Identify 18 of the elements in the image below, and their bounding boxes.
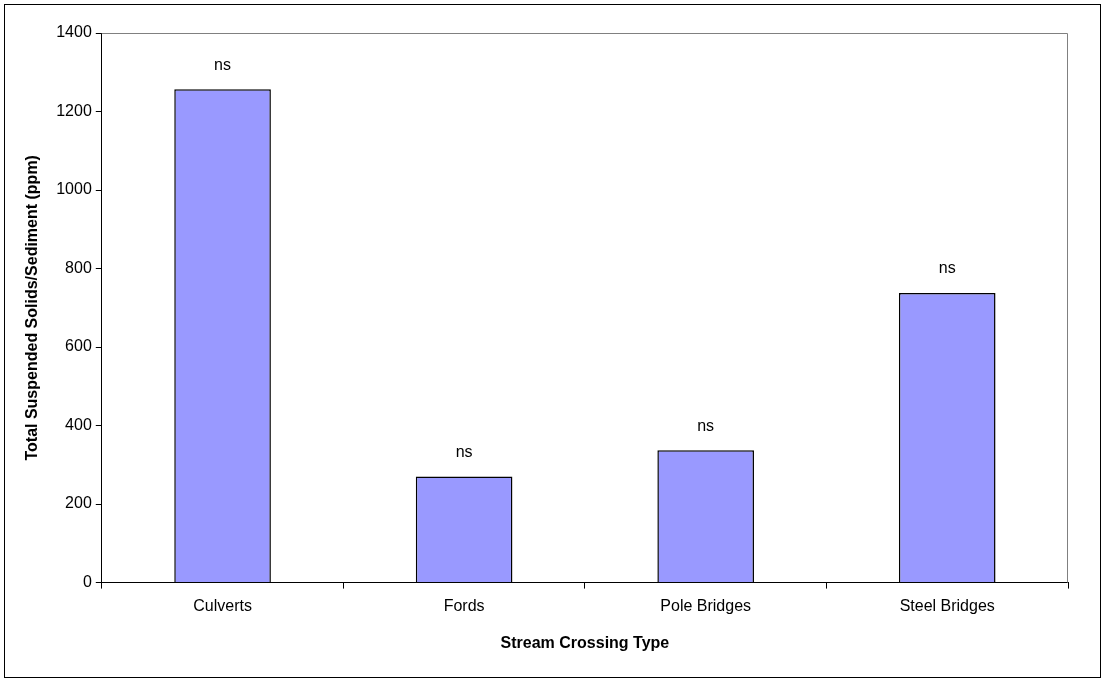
- y-tick-label: 1400: [56, 23, 92, 41]
- y-tick-label: 400: [65, 415, 92, 433]
- y-tick-label: 0: [82, 573, 92, 591]
- x-axis-title: Stream Crossing Type: [500, 633, 670, 651]
- y-tick-label: 1000: [56, 180, 92, 198]
- data-label: ns: [938, 259, 956, 277]
- x-tick-label: Pole Bridges: [660, 596, 752, 614]
- y-tick-label: 200: [65, 494, 92, 512]
- y-tick-label: 800: [65, 258, 92, 276]
- y-tick-label: 600: [65, 337, 92, 355]
- y-tick-label: 1200: [56, 101, 92, 119]
- data-label: ns: [214, 55, 232, 73]
- x-tick-label: Culverts: [193, 596, 252, 614]
- x-tick-label: Fords: [443, 596, 485, 614]
- data-label: ns: [455, 443, 473, 461]
- y-axis-title: Total Suspended Solids/Sediment (ppm): [23, 155, 41, 461]
- data-label: ns: [697, 416, 715, 434]
- x-tick-label: Steel Bridges: [899, 596, 995, 614]
